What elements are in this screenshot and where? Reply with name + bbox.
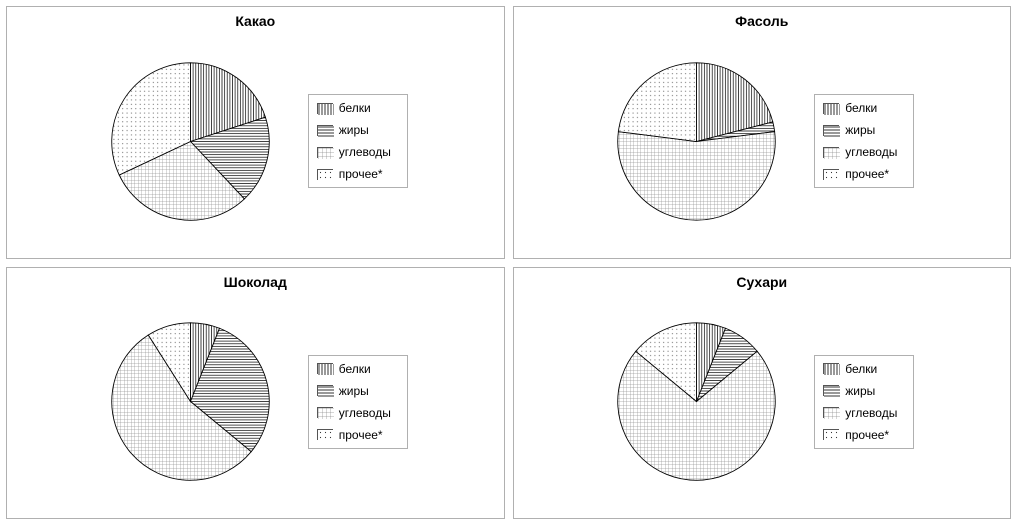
swatch-carbs xyxy=(823,407,839,418)
swatch-fat xyxy=(317,125,333,136)
swatch-other xyxy=(317,169,333,180)
pie-chart-fasol xyxy=(609,54,784,229)
legend-label: углеводы xyxy=(339,145,391,159)
legend-label: жиры xyxy=(339,123,369,137)
legend-label: жиры xyxy=(339,384,369,398)
legend-item-fat: жиры xyxy=(823,123,905,137)
chart-body: белки жиры углеводы прочее* xyxy=(524,292,1001,513)
legend-item-fat: жиры xyxy=(317,384,399,398)
legend-item-carbs: углеводы xyxy=(317,406,399,420)
legend: белки жиры углеводы прочее* xyxy=(814,355,914,449)
legend-item-fat: жиры xyxy=(317,123,399,137)
swatch-fat xyxy=(823,385,839,396)
swatch-carbs xyxy=(317,147,333,158)
pie-chart-shokolad xyxy=(103,314,278,489)
legend-label: белки xyxy=(845,362,877,376)
chart-body: белки жиры углеводы прочее* xyxy=(17,31,494,252)
swatch-protein xyxy=(317,363,333,374)
legend: белки жиры углеводы прочее* xyxy=(814,94,914,188)
legend-item-protein: белки xyxy=(823,101,905,115)
legend-label: прочее* xyxy=(845,428,889,442)
legend-item-carbs: углеводы xyxy=(823,145,905,159)
chart-title: Сухари xyxy=(736,274,787,290)
swatch-carbs xyxy=(317,407,333,418)
swatch-carbs xyxy=(823,147,839,158)
legend-label: углеводы xyxy=(845,406,897,420)
legend-label: прочее* xyxy=(339,167,383,181)
swatch-fat xyxy=(823,125,839,136)
chart-body: белки жиры углеводы прочее* xyxy=(17,292,494,513)
legend-item-other: прочее* xyxy=(317,167,399,181)
chart-panel-shokolad: Шоколад белки жиры углеводы прочее* xyxy=(6,267,505,520)
chart-title: Какао xyxy=(235,13,275,29)
legend-item-carbs: углеводы xyxy=(823,406,905,420)
chart-panel-fasol: Фасоль белки жиры углеводы прочее* xyxy=(513,6,1012,259)
legend-label: углеводы xyxy=(845,145,897,159)
legend-item-protein: белки xyxy=(823,362,905,376)
swatch-protein xyxy=(317,103,333,114)
swatch-protein xyxy=(823,103,839,114)
legend-item-carbs: углеводы xyxy=(317,145,399,159)
swatch-fat xyxy=(317,385,333,396)
chart-title: Фасоль xyxy=(735,13,788,29)
legend-item-protein: белки xyxy=(317,101,399,115)
legend-label: прочее* xyxy=(339,428,383,442)
legend: белки жиры углеводы прочее* xyxy=(308,94,408,188)
legend-item-protein: белки xyxy=(317,362,399,376)
chart-title: Шоколад xyxy=(224,274,287,290)
swatch-other xyxy=(823,429,839,440)
legend: белки жиры углеводы прочее* xyxy=(308,355,408,449)
legend-label: прочее* xyxy=(845,167,889,181)
chart-panel-kakao: Какао белки жиры углеводы прочее* xyxy=(6,6,505,259)
swatch-protein xyxy=(823,363,839,374)
legend-item-other: прочее* xyxy=(317,428,399,442)
swatch-other xyxy=(823,169,839,180)
legend-label: жиры xyxy=(845,384,875,398)
legend-item-other: прочее* xyxy=(823,428,905,442)
chart-panel-suhari: Сухари белки жиры углеводы прочее* xyxy=(513,267,1012,520)
pie-chart-kakao xyxy=(103,54,278,229)
legend-label: углеводы xyxy=(339,406,391,420)
pie-chart-suhari xyxy=(609,314,784,489)
chart-body: белки жиры углеводы прочее* xyxy=(524,31,1001,252)
legend-label: белки xyxy=(845,101,877,115)
legend-label: белки xyxy=(339,101,371,115)
pie-slice-carbs xyxy=(618,131,776,220)
legend-label: белки xyxy=(339,362,371,376)
legend-item-other: прочее* xyxy=(823,167,905,181)
legend-label: жиры xyxy=(845,123,875,137)
swatch-other xyxy=(317,429,333,440)
pie-slice-other xyxy=(619,63,697,142)
legend-item-fat: жиры xyxy=(823,384,905,398)
